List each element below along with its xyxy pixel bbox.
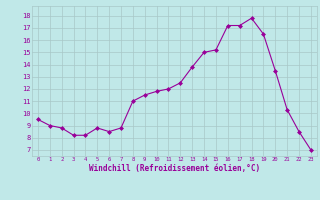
X-axis label: Windchill (Refroidissement éolien,°C): Windchill (Refroidissement éolien,°C) <box>89 164 260 173</box>
